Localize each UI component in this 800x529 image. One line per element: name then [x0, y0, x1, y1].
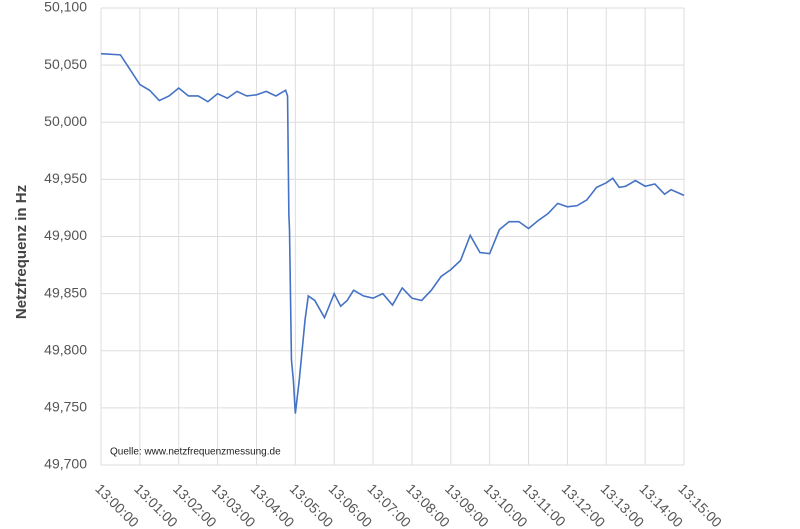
y-tick-label: 49,950 — [44, 170, 87, 186]
y-tick-label: 49,700 — [44, 456, 87, 472]
y-tick-label: 50,100 — [44, 0, 87, 15]
y-tick-label: 50,050 — [44, 56, 87, 72]
y-tick-label: 49,900 — [44, 227, 87, 243]
y-tick-label: 49,800 — [44, 341, 87, 357]
y-axis-label: Netzfrequenz in Hz — [13, 185, 30, 319]
y-tick-label: 49,850 — [44, 284, 87, 300]
y-tick-label: 49,750 — [44, 399, 87, 415]
source-annotation: Quelle: www.netzfrequenzmessung.de — [110, 447, 281, 458]
data-line — [100, 52, 685, 414]
y-tick-label: 50,000 — [44, 113, 87, 129]
